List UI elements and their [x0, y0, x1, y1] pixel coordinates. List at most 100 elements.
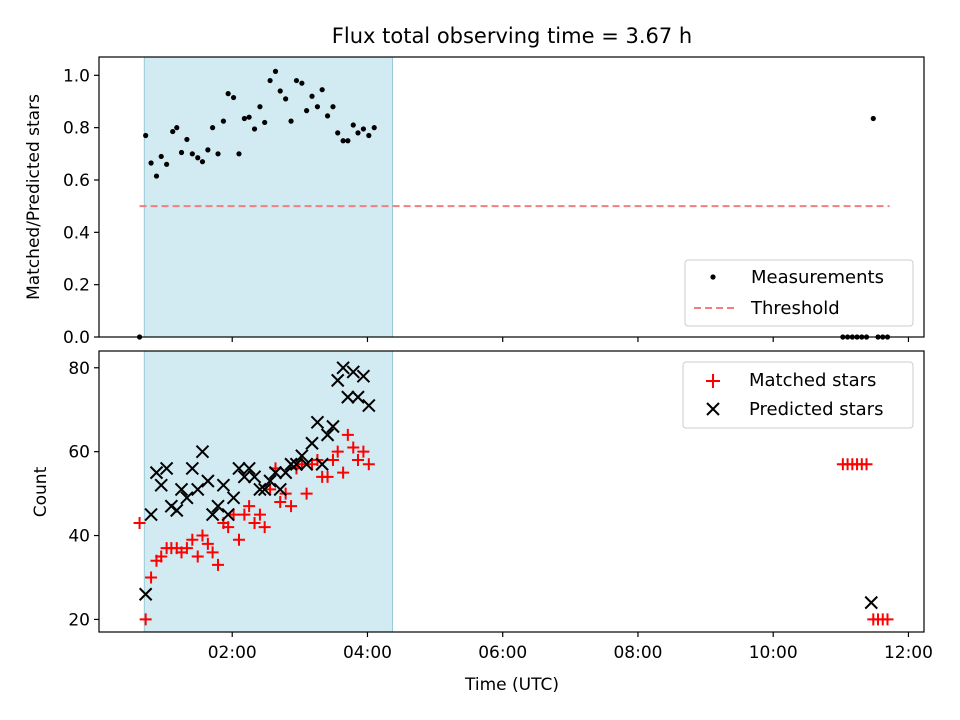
matched-star-point: [201, 537, 214, 550]
measurement-point: [257, 104, 263, 110]
matched-star-point: [248, 516, 261, 529]
measurement-point: [164, 161, 170, 167]
predicted-star-point: [247, 470, 262, 484]
matched-star-point: [243, 500, 256, 513]
y-tick-label: 0.6: [63, 171, 90, 191]
measurement-point: [236, 151, 242, 157]
matched-star-point: [337, 466, 350, 479]
matched-star-point: [274, 495, 287, 508]
legend-predicted-label: Predicted stars: [749, 399, 883, 420]
bottom-marks: [133, 361, 894, 626]
measurement-point: [220, 118, 227, 124]
predicted-star-point: [154, 478, 168, 492]
measurement-point: [272, 68, 279, 74]
measurement-point: [195, 155, 201, 161]
matched-star-point: [341, 428, 354, 441]
measurement-point: [350, 122, 356, 128]
top-panel: 0.0 0.2 0.4 0.6 0.8 1.0 Matched/Predicted sta…: [24, 56, 925, 348]
measurement-point: [241, 115, 247, 122]
matched-star-point: [232, 533, 245, 546]
predicted-star-point: [864, 595, 878, 610]
x-tick-label: 12:00: [884, 643, 933, 663]
measurement-point: [170, 128, 176, 135]
matched-star-point: [357, 445, 370, 458]
measurement-point: [230, 94, 237, 101]
measurement-point: [324, 113, 331, 119]
measurement-point: [174, 125, 180, 131]
predicted-star-point: [362, 398, 376, 413]
predicted-star-point: [331, 373, 345, 388]
predicted-star-point: [159, 461, 174, 476]
measurement-point: [288, 118, 294, 124]
predicted-star-point: [289, 457, 304, 471]
predicted-star-point: [170, 503, 184, 518]
predicted-star-point: [341, 390, 355, 404]
x-tick-label: 10:00: [749, 643, 798, 663]
y-tick-label: 0.8: [63, 119, 90, 139]
bottom-y-label: Count: [31, 466, 51, 517]
measurement-point: [319, 87, 325, 93]
predicted-star-point: [253, 482, 267, 497]
measurement-point: [299, 80, 305, 86]
matched-star-point: [347, 441, 360, 454]
predicted-star-point: [144, 507, 158, 522]
predicted-star-point: [356, 369, 371, 383]
matched-star-point: [222, 521, 235, 534]
matched-star-point: [238, 508, 251, 521]
x-axis-label: Time (UTC): [464, 675, 559, 695]
predicted-star-point: [242, 461, 256, 476]
predicted-star-point: [149, 465, 164, 480]
predicted-star-point: [263, 474, 277, 488]
x-tick-label: 02:00: [208, 643, 257, 663]
measurement-point: [371, 125, 377, 131]
measurement-point: [246, 114, 252, 120]
x-tick-label: 04:00: [343, 643, 392, 663]
y-tick-label: 0.0: [63, 328, 90, 348]
predicted-star-point: [310, 415, 325, 430]
measurement-point: [293, 77, 300, 84]
measurement-point: [345, 138, 351, 144]
measurement-point: [225, 91, 231, 97]
legend-measurements-label: Measurements: [751, 267, 884, 288]
matched-star-point: [191, 550, 204, 563]
predicted-star-point: [216, 478, 231, 492]
predicted-star-point: [174, 482, 189, 497]
matched-star-point: [180, 542, 193, 555]
predicted-star-point: [180, 491, 194, 505]
measurement-point: [251, 126, 258, 132]
predicted-star-point: [273, 482, 287, 497]
measurement-point: [330, 104, 336, 110]
predicted-star-point: [232, 461, 246, 476]
matched-star-point: [326, 454, 339, 467]
top-legend: Measurements Threshold: [684, 259, 914, 327]
predicted-star-point: [320, 428, 335, 442]
matched-star-point: [881, 613, 894, 626]
predicted-star-point: [326, 419, 340, 434]
measurement-point: [360, 126, 367, 132]
predicted-star-point: [346, 365, 360, 379]
y-tick-label: 0.2: [63, 276, 90, 296]
predicted-star-point: [138, 587, 153, 601]
predicted-star-point: [226, 491, 241, 505]
matched-star-point: [212, 558, 225, 571]
matched-star-point: [331, 445, 344, 458]
matched-star-point: [133, 516, 146, 529]
legend-predicted-marker: [706, 402, 720, 416]
legend-measurements-marker: [710, 274, 716, 280]
matched-star-point: [321, 470, 334, 483]
bottom-legend: Matched stars Predicted stars: [682, 361, 914, 429]
measurement-point: [355, 130, 361, 136]
predicted-star-point: [336, 361, 350, 375]
measurement-point: [870, 115, 876, 122]
measurement-point: [158, 153, 164, 160]
bottom-shaded-interval: [143, 350, 393, 633]
matched-star-point: [155, 550, 168, 563]
chart-title: Flux total observing time = 3.67 h: [332, 24, 692, 48]
measurement-point: [215, 151, 221, 157]
measurement-point: [153, 173, 160, 179]
legend-matched-marker: [706, 374, 720, 388]
predicted-star-point: [305, 436, 319, 450]
matched-star-point: [253, 508, 266, 521]
y-tick-label: 80: [68, 359, 90, 379]
